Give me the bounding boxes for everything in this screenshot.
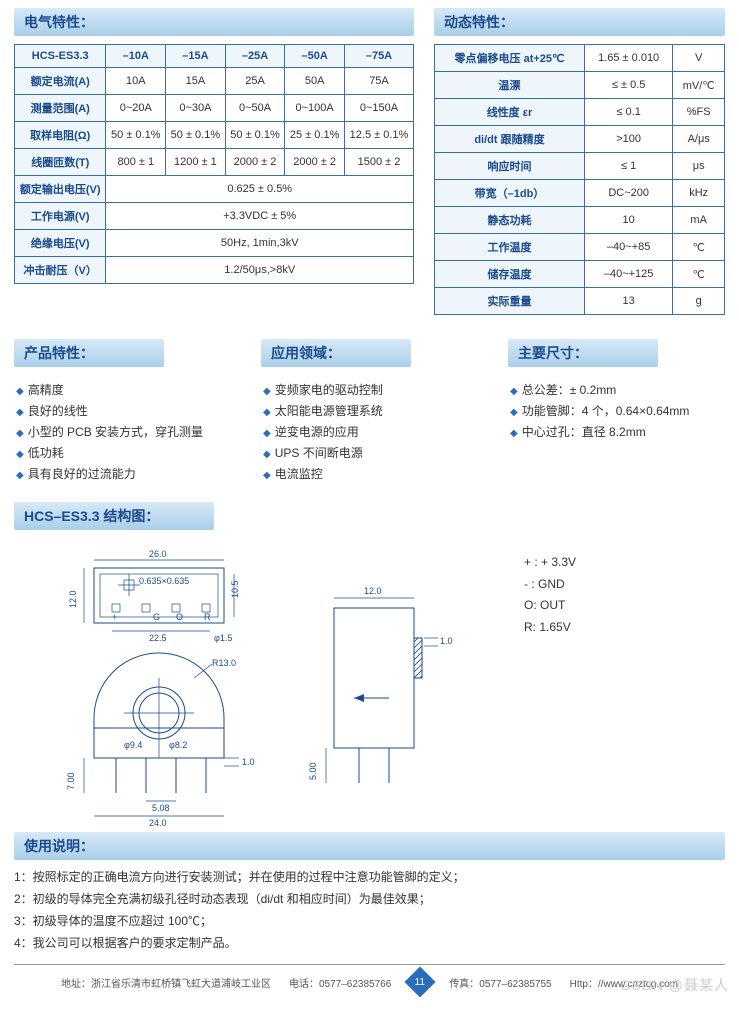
hdr-elec: 电气特性： <box>14 8 414 36</box>
hdr-usage: 使用说明： <box>14 832 725 860</box>
applications-list: 变频家电的驱动控制 太阳能电源管理系统 逆变电源的应用 UPS 不间断电源 电流… <box>261 381 478 482</box>
svg-text:26.0: 26.0 <box>149 549 167 559</box>
dyn-table: 零点偏移电压 at+25℃1.65 ± 0.010V 温漂≤ ± 0.5mV/℃… <box>434 44 725 315</box>
svg-text:R: R <box>204 612 211 622</box>
hdr-feat: 产品特性： <box>14 339 164 367</box>
svg-text:O: O <box>176 612 183 622</box>
hdr-dim: 主要尺寸： <box>508 339 658 367</box>
features-list: 高精度 良好的线性 小型的 PCB 安装方式，穿孔测量 低功耗 具有良好的过流能… <box>14 381 231 482</box>
usage-instructions: 1：按照标定的正确电流方向进行安装测试；并在使用的过程中注意功能管脚的定义； 2… <box>14 868 725 952</box>
svg-text:0.635×0.635: 0.635×0.635 <box>139 576 189 586</box>
svg-text:1.0: 1.0 <box>440 636 453 646</box>
page-number: 11 <box>405 966 436 997</box>
page-footer: 地址：浙江省乐清市虹桥镇飞虹大道浦岐工业区 电话：0577–62385766 1… <box>14 964 725 993</box>
footer-fax: 传真：0577–62385755 <box>449 975 551 990</box>
svg-text:φ1.5: φ1.5 <box>214 633 232 643</box>
structure-diagram: 0.635×0.635 + G O R 26.0 12.0 10.5 <box>54 548 725 828</box>
svg-text:φ9.4: φ9.4 <box>124 740 142 750</box>
footer-tel: 电话：0577–62385766 <box>289 975 391 990</box>
svg-text:1.0: 1.0 <box>242 757 255 767</box>
hdr-app: 应用领域： <box>261 339 411 367</box>
svg-text:12.0: 12.0 <box>364 586 382 596</box>
hdr-dyn: 动态特性： <box>434 8 725 36</box>
svg-text:7.00: 7.00 <box>66 772 76 790</box>
hdr-struct: HCS–ES3.3 结构图： <box>14 502 214 530</box>
dimensions-list: 总公差：± 0.2mm 功能管脚：4 个，0.64×0.64mm 中心过孔：直径… <box>508 381 725 440</box>
svg-text:24.0: 24.0 <box>149 818 167 828</box>
svg-text:+: + <box>112 612 117 622</box>
svg-text:φ8.2: φ8.2 <box>169 740 187 750</box>
diagram-side: 12.0 1.0 5.00 <box>314 548 454 828</box>
watermark: CSDN @聂某人 <box>620 975 729 995</box>
diagram-front: 0.635×0.635 + G O R 26.0 12.0 10.5 <box>54 548 274 828</box>
svg-text:10.5: 10.5 <box>230 580 240 598</box>
svg-text:R13.0: R13.0 <box>212 658 236 668</box>
svg-text:5.00: 5.00 <box>308 762 318 780</box>
svg-text:22.5: 22.5 <box>149 633 167 643</box>
elec-table: HCS-ES3.3 –10A –15A –25A –50A –75A 额定电流(… <box>14 44 414 284</box>
footer-addr: 地址：浙江省乐清市虹桥镇飞虹大道浦岐工业区 <box>61 975 271 990</box>
pin-legend: + : + 3.3V - : GND O: OUT R: 1.65V <box>524 552 576 638</box>
svg-text:5.08: 5.08 <box>152 803 170 813</box>
svg-text:G: G <box>153 612 160 622</box>
svg-text:12.0: 12.0 <box>68 590 78 608</box>
elec-col0: HCS-ES3.3 <box>15 45 106 68</box>
